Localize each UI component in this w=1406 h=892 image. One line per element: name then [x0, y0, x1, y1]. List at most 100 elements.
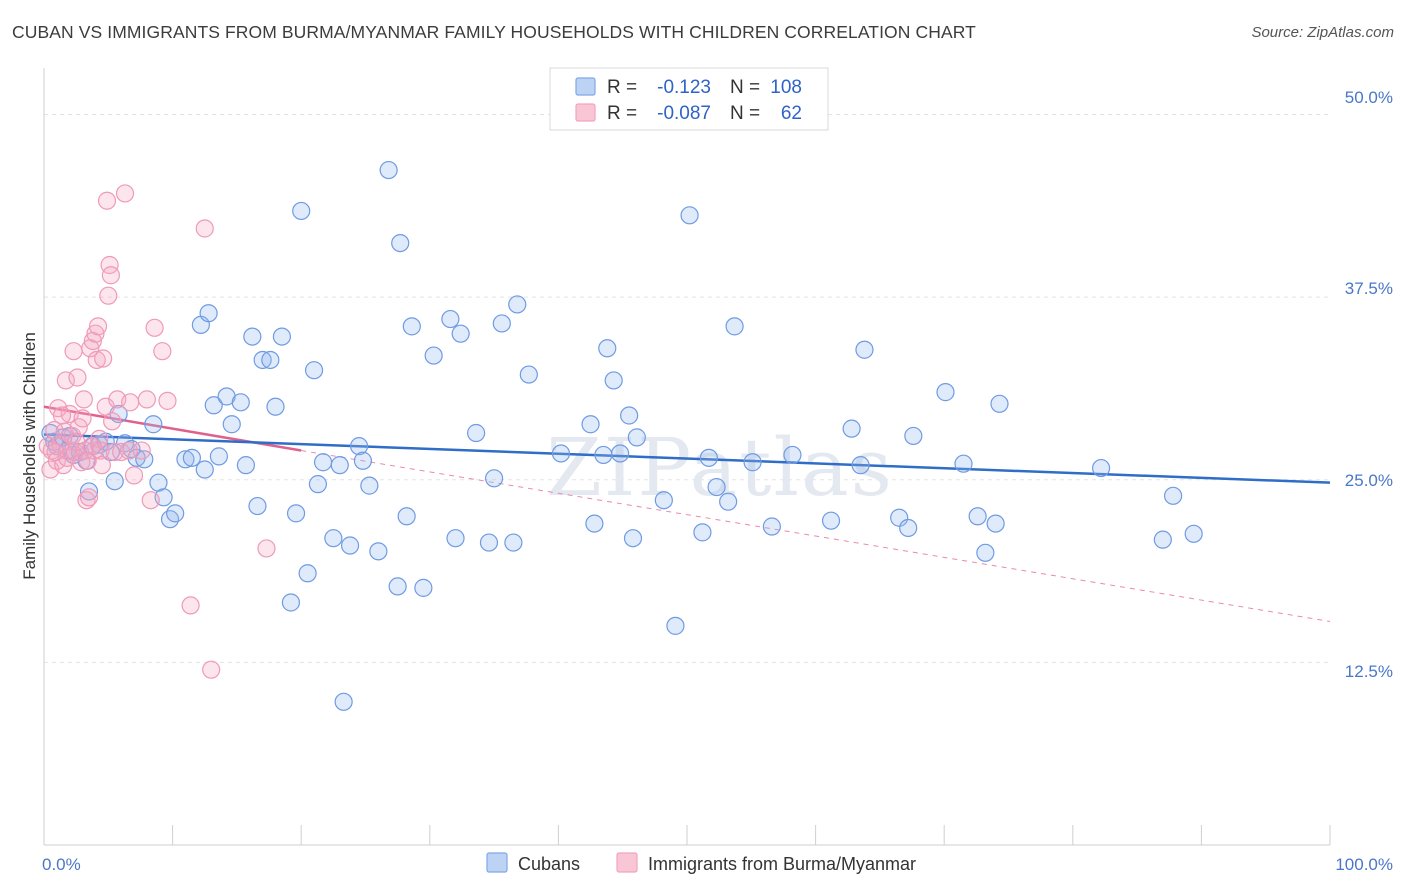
- cuban-point: [166, 504, 185, 523]
- burma-point: [67, 432, 86, 451]
- burma-point: [72, 453, 91, 472]
- burma-point: [86, 324, 105, 343]
- burma-point: [115, 184, 135, 203]
- grid: [44, 114, 1330, 663]
- burma-point: [69, 418, 88, 437]
- cuban-point: [243, 327, 262, 346]
- burma-point: [73, 409, 92, 428]
- bottom-legend-label-burma: Immigrants from Burma/Myanmar: [648, 854, 916, 874]
- cuban-point: [508, 295, 527, 314]
- burma-point: [99, 286, 118, 305]
- legend-n-value: 62: [781, 103, 802, 124]
- cuban-point: [1184, 524, 1203, 543]
- cuban-point: [598, 339, 617, 358]
- cuban-point: [719, 492, 738, 511]
- data-points: [38, 160, 1203, 711]
- cuban-point: [954, 454, 973, 473]
- cuban-point: [414, 578, 433, 597]
- x-tick-label-min: 0.0%: [42, 855, 81, 874]
- burma-point: [202, 660, 221, 679]
- cuban-point: [627, 428, 646, 447]
- cuban-point: [504, 533, 523, 552]
- y-tick-label: 37.5%: [1345, 279, 1393, 298]
- cuban-point: [976, 543, 995, 562]
- cuban-point: [272, 327, 292, 346]
- cuban-point: [611, 444, 630, 463]
- cuban-point: [585, 514, 604, 533]
- cuban-point: [654, 491, 673, 510]
- cuban-point: [222, 415, 241, 434]
- cuban-point: [266, 397, 285, 416]
- cuban-point: [594, 445, 613, 465]
- cuban-point: [446, 529, 465, 548]
- cuban-point: [349, 437, 369, 456]
- cuban-point: [144, 415, 163, 434]
- burma-point: [124, 466, 144, 485]
- cuban-point: [904, 426, 923, 446]
- cuban-point: [485, 469, 504, 488]
- cuban-point: [182, 448, 201, 467]
- burma-point: [112, 442, 131, 462]
- legend-r-label: R =: [607, 103, 637, 124]
- bottom-legend: Cubans Immigrants from Burma/Myanmar: [486, 852, 916, 874]
- burma-point: [121, 393, 140, 412]
- cuban-point: [369, 542, 388, 561]
- top-legend-box: [549, 67, 829, 131]
- cuban-point: [936, 383, 955, 402]
- burma-point: [158, 391, 177, 410]
- cuban-point: [360, 476, 379, 495]
- burma-point: [91, 441, 110, 460]
- cuban-point: [253, 350, 272, 370]
- burma-point: [68, 368, 87, 387]
- cuban-point: [990, 394, 1009, 413]
- burma-point: [153, 342, 172, 361]
- cuban-point: [1153, 530, 1172, 549]
- cuban-point: [231, 393, 250, 412]
- bottom-legend-swatch-cubans: [486, 852, 508, 873]
- cuban-point: [441, 309, 460, 329]
- trend-lines: [43, 405, 1331, 622]
- cuban-point: [680, 206, 699, 225]
- bottom-legend-swatch-burma: [616, 852, 638, 873]
- cuban-point: [286, 504, 306, 523]
- legend-r-label: R =: [607, 77, 637, 98]
- cuban-point: [604, 371, 623, 390]
- cuban-point: [762, 517, 781, 536]
- burma-point: [78, 451, 97, 470]
- legend-r-value: -0.087: [657, 103, 711, 124]
- cuban-point: [1164, 486, 1183, 505]
- burma-point: [145, 318, 164, 337]
- source-label: Source: ZipAtlas.com: [1251, 24, 1394, 41]
- cuban-point: [855, 340, 874, 359]
- axes: [43, 68, 1331, 846]
- burma-point: [87, 350, 106, 370]
- cuban-point: [334, 692, 353, 711]
- cuban-point: [353, 451, 373, 470]
- cuban-point: [209, 447, 228, 466]
- cuban-point: [693, 523, 712, 542]
- legend-swatch-burma: [575, 103, 596, 122]
- cuban-point: [160, 510, 180, 529]
- cuban-point: [899, 518, 918, 538]
- cuban-point: [851, 456, 870, 475]
- cuban-point: [986, 514, 1005, 533]
- cuban-point: [292, 201, 311, 221]
- cuban-point: [581, 415, 600, 434]
- cuban-point: [199, 304, 218, 323]
- cuban-point: [324, 529, 343, 548]
- cuban-point: [466, 423, 486, 443]
- y-axis-label: Family Households with Children: [20, 332, 39, 580]
- burma-point: [141, 491, 160, 510]
- y-tick-label: 50.0%: [1345, 88, 1393, 107]
- burma-point: [56, 371, 75, 390]
- burma-point: [52, 406, 72, 425]
- x-tick-label-max: 100.0%: [1335, 855, 1393, 874]
- y-tick-labels: 12.5% 25.0% 37.5% 50.0%: [1345, 88, 1393, 681]
- burma-point: [74, 390, 93, 409]
- burma-point: [119, 441, 138, 460]
- cuban-point: [424, 346, 443, 365]
- watermark: ZIPatlas: [546, 421, 894, 514]
- burma-point: [46, 442, 65, 462]
- cuban-point: [821, 511, 841, 530]
- burma-point: [77, 491, 96, 510]
